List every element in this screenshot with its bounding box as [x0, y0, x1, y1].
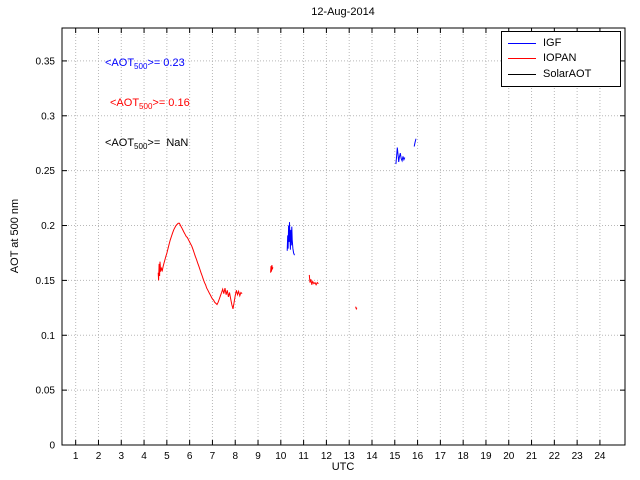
y-tick-label: 0.05	[36, 386, 56, 397]
legend-item-iopan: IOPAN	[508, 51, 614, 66]
x-tick-label: 12	[321, 451, 333, 462]
series-line-iopan	[355, 306, 358, 311]
chart-title: 12-Aug-2014	[311, 6, 375, 18]
x-tick-label: 11	[298, 451, 309, 462]
annotation-value: >= 0.23	[147, 57, 185, 69]
annotation-iopan-mean: <AOT500>= 0.16	[110, 97, 190, 111]
y-tick-label: 0.2	[41, 221, 55, 232]
annotation-prefix: <AOT	[105, 57, 135, 69]
x-tick-label: 22	[549, 451, 561, 462]
annotation-value: >= 0.16	[152, 97, 190, 109]
series-line-iopan	[308, 274, 319, 286]
legend-label: IGF	[543, 37, 562, 50]
x-tick-label: 8	[232, 451, 238, 462]
legend-swatch-igf	[508, 43, 536, 45]
x-tick-label: 24	[594, 451, 606, 462]
annotation-sub: 500	[134, 62, 148, 72]
x-axis-label: UTC	[331, 461, 355, 473]
x-tick-label: 20	[503, 451, 515, 462]
x-tick-label: 7	[210, 451, 216, 462]
legend-label: IOPAN	[543, 52, 577, 65]
y-tick-label: 0	[49, 441, 55, 452]
x-tick-label: 15	[389, 451, 401, 462]
axis-ticks	[62, 28, 625, 446]
annotation-value: >= NaN	[147, 137, 189, 149]
y-tick-label: 0.35	[36, 56, 56, 67]
x-tick-label: 13	[344, 451, 356, 462]
x-tick-label: 6	[187, 451, 193, 462]
x-tick-label: 2	[96, 451, 102, 462]
axes-box	[61, 27, 626, 446]
series-line-iopan	[157, 222, 243, 310]
series-line-igf	[413, 138, 417, 147]
x-tick-label: 18	[458, 451, 470, 462]
tick-labels: 1 2 3 4 5 6 7 8 9 10 11 12 13 14 15 16 17 18 19 20 21 22 23 240…	[36, 56, 606, 462]
x-tick-label: 17	[435, 451, 447, 462]
annotation-sub: 500	[134, 142, 148, 152]
annotation-prefix: <AOT	[110, 97, 140, 109]
x-tick-label: 16	[412, 451, 424, 462]
legend: IGF IOPAN SolarAOT	[501, 31, 621, 87]
legend-swatch-solaraot	[508, 73, 536, 75]
x-tick-label: 10	[275, 451, 287, 462]
x-tick-label: 4	[141, 451, 147, 462]
x-tick-label: 1	[73, 451, 79, 462]
series-lines	[157, 138, 417, 311]
annotation-igf-mean: <AOT500>= 0.23	[105, 57, 185, 71]
x-tick-label: 3	[118, 451, 124, 462]
y-tick-label: 0.15	[36, 276, 56, 287]
legend-swatch-iopan	[508, 58, 536, 60]
series-line-igf	[286, 222, 295, 256]
x-tick-label: 5	[164, 451, 170, 462]
y-tick-label: 0.1	[41, 331, 55, 342]
y-axis-label: AOT at 500 nm	[9, 198, 21, 274]
legend-item-solaraot: SolarAOT	[508, 67, 614, 82]
x-tick-label: 14	[366, 451, 378, 462]
x-tick-label: 21	[526, 451, 538, 462]
gridlines	[62, 28, 625, 445]
annotation-sub: 500	[139, 102, 153, 112]
y-tick-label: 0.25	[36, 166, 56, 177]
legend-item-igf: IGF	[508, 36, 614, 51]
x-tick-label: 19	[480, 451, 492, 462]
x-tick-label: 23	[572, 451, 584, 462]
series-line-igf	[395, 147, 406, 165]
annotation-solaraot-mean: <AOT500>= NaN	[105, 137, 188, 151]
y-tick-label: 0.3	[41, 111, 55, 122]
annotation-prefix: <AOT	[105, 137, 135, 149]
series-line-iopan	[270, 264, 274, 273]
x-tick-label: 9	[255, 451, 261, 462]
legend-label: SolarAOT	[543, 67, 592, 80]
